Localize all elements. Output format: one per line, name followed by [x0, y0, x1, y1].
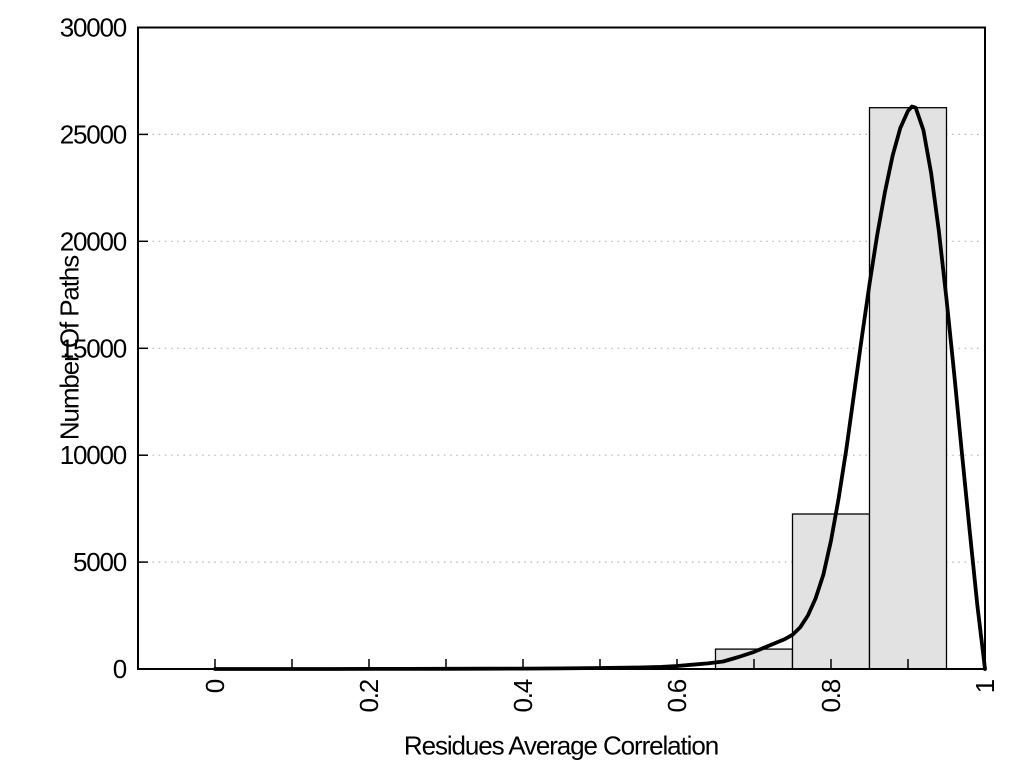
x-tick-label: 1: [970, 679, 1000, 693]
y-tick-label: 20000: [60, 226, 127, 256]
y-tick-label: 25000: [60, 119, 127, 149]
x-tick-label: 0.4: [508, 679, 538, 712]
x-tick-label: 0.2: [354, 679, 384, 712]
y-axis-title: Number Of Paths: [54, 255, 85, 441]
y-tick-label: 0: [113, 654, 127, 684]
x-axis-title: Residues Average Correlation: [403, 730, 719, 761]
y-tick-label: 10000: [60, 440, 127, 470]
y-tick-label: 5000: [73, 547, 127, 577]
y-tick-label: 30000: [60, 13, 127, 43]
x-tick-label: 0.6: [662, 679, 692, 712]
x-tick-label: 0.8: [816, 679, 846, 712]
y-tick-label: 15000: [60, 333, 127, 363]
x-tick-label: 0: [200, 679, 230, 693]
